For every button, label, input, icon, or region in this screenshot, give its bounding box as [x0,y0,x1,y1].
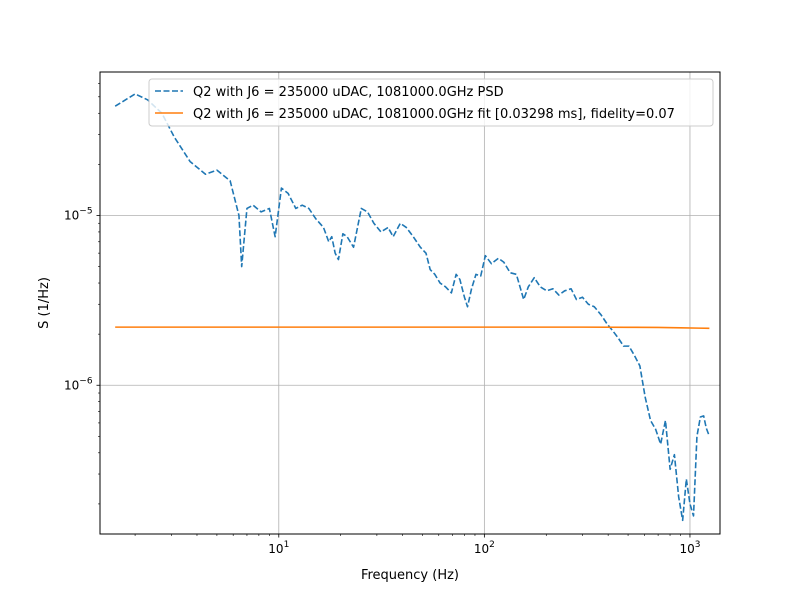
grid-lines [100,72,720,534]
x-tick-exponent: 2 [489,540,495,550]
x-axis-label: Frequency (Hz) [361,568,459,583]
series-fit-line [115,326,710,330]
y-axis-label: S (1/Hz) [37,277,52,329]
x-tick-label: 103 [679,540,700,556]
series-layer [114,93,711,522]
x-tick-label: 101 [268,540,289,556]
x-tick-exponent: 1 [284,540,290,550]
y-tick-exponent: −5 [79,206,92,216]
series-psd-line [114,93,711,522]
y-tick-exponent: −6 [79,376,93,386]
plot-frame [99,71,721,535]
y-tick-label: 10−5 [64,206,93,222]
y-tick-label: 10−6 [64,376,93,392]
legend-box [148,78,714,127]
legend: Q2 with J6 = 235000 uDAC, 1081000.0GHz P… [148,78,714,127]
x-tick-label: 102 [474,540,495,556]
x-tick-exponent: 3 [695,540,701,550]
legend-label-fit: Q2 with J6 = 235000 uDAC, 1081000.0GHz f… [193,107,675,122]
plot-background [100,72,720,534]
legend-label-psd: Q2 with J6 = 235000 uDAC, 1081000.0GHz P… [193,85,504,100]
